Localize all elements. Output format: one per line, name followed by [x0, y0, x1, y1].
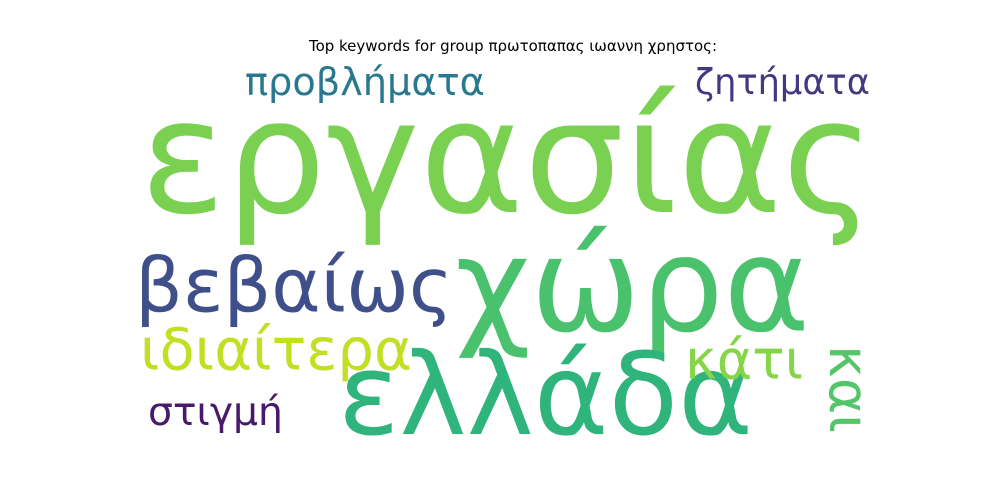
- word-8: κάτι: [685, 329, 803, 392]
- word-3: ελλάδα: [338, 329, 753, 461]
- word-1: εργασίας: [140, 66, 875, 250]
- word-5: ιδιαίτερα: [140, 317, 412, 384]
- word-9: στιγμή: [148, 390, 283, 435]
- word-6: προβλήματα: [245, 60, 485, 105]
- word-2: χώρα: [455, 209, 810, 362]
- word-10: και: [816, 345, 880, 433]
- word-4: βεβαίως: [135, 242, 453, 330]
- word-7: ζητήματα: [695, 62, 870, 103]
- chart-title: Top keywords for group πρωτοπαπας ιωαννη…: [308, 37, 718, 55]
